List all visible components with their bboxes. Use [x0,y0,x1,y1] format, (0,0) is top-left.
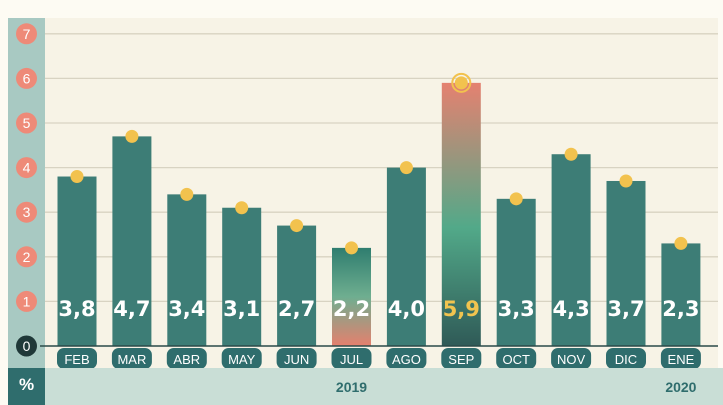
category-label: MAY [228,352,256,367]
bar-feb [57,176,97,346]
value-label: 3,8 [58,297,95,321]
bar-ene [661,243,701,346]
category-pill [331,348,372,369]
value-label: 2,3 [662,297,699,321]
y-tick-label: 0 [23,338,31,354]
bar-mar [112,136,152,346]
value-marker [125,129,139,143]
category-label: JUL [340,352,363,367]
plot-background [45,18,718,405]
bar-sep [441,82,481,347]
y-tick-label: 7 [23,26,31,42]
value-label: 4,7 [113,297,150,321]
category-pill [111,348,152,369]
category-label: OCT [502,352,530,367]
category-label: SEP [448,352,474,367]
y-tick-circle [16,157,37,179]
y-tick-label: 5 [23,115,31,131]
category-pill [276,348,317,369]
value-label: 3,4 [168,297,205,321]
value-marker [564,147,578,161]
y-tick-label: 3 [23,204,31,220]
y-tick-circle [16,290,37,312]
value-marker [399,161,413,175]
value-marker [235,201,249,215]
category-pill [496,348,537,369]
category-pill [441,348,482,369]
category-label: AGO [392,352,421,367]
value-label: 2,7 [278,297,315,321]
value-marker [509,192,523,206]
value-marker [454,76,468,90]
category-pill [551,348,592,369]
category-label: ABR [173,352,200,367]
year-label: 2020 [665,379,696,395]
bar-jun [277,225,317,346]
category-pill [386,348,427,369]
y-tick-circle [16,67,37,89]
value-label: 3,1 [223,297,260,321]
unit-box [8,368,45,405]
category-pill [660,348,701,369]
y-unit-label: % [19,375,34,394]
value-marker [674,236,688,250]
value-marker [345,241,358,255]
value-marker [290,219,304,233]
category-pill [166,348,207,369]
value-label: 3,7 [607,297,644,321]
y-tick-circle [16,246,37,268]
bar-ago [386,167,426,346]
category-pill [57,348,97,369]
value-marker [180,187,194,201]
bar-dic [606,180,646,346]
bar-abr [167,194,207,346]
value-label: 5,9 [443,297,480,321]
value-label: 4,3 [552,297,589,321]
year-label: 2019 [336,379,367,395]
category-label: MAR [117,352,146,367]
y-tick-circle [16,201,37,223]
y-tick-label: 4 [23,160,31,176]
category-label: JUN [284,352,309,367]
y-tick-circle [16,335,37,357]
value-label: 2,2 [333,297,370,321]
y-tick-circle [16,23,37,45]
y-tick-circle [16,112,37,134]
y-tick-label: 6 [23,70,31,86]
value-marker [619,174,633,188]
category-pill [221,348,262,369]
bottom-band [45,368,723,405]
category-label: NOV [557,352,586,367]
bar-oct [496,198,536,346]
category-label: ENE [668,352,695,367]
category-pill [606,348,646,369]
y-tick-label: 2 [23,249,31,265]
category-label: DIC [615,352,637,367]
y-tick-label: 1 [23,293,31,309]
value-label: 4,0 [388,297,425,321]
bar-nov [551,154,591,346]
value-label: 3,3 [498,297,535,321]
category-label: FEB [64,352,89,367]
bar-may [222,207,262,346]
value-marker [70,170,84,184]
bar-jul [332,247,371,346]
marker-ring [451,72,472,93]
